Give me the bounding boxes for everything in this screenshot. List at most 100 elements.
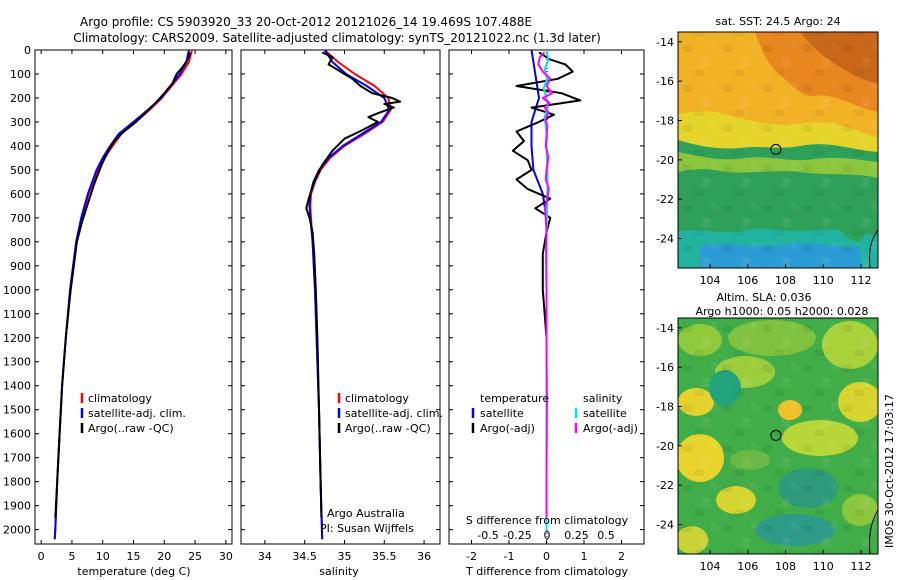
depth-axis: 0 100 200 300 400 500 600 700 800 900 1000 1100 1200… — [3, 44, 232, 537]
sla-heatmap — [678, 318, 878, 554]
imos-watermark: IMOS 30-Oct-2012 17:03:17 — [883, 394, 896, 548]
depth-tick-label: 500 — [10, 164, 31, 177]
depth-tick-label: 1700 — [3, 452, 31, 465]
depth-tick-label: 800 — [10, 236, 31, 249]
map-y-tick-label: -14 — [656, 322, 674, 335]
x-tick-label: 10 — [96, 550, 110, 563]
depth-tick-label: 400 — [10, 140, 31, 153]
legend-title-temperature: temperature — [480, 392, 549, 405]
sla-map-frame — [677, 317, 879, 555]
sst-map-axes: 104 106 108 110 112 -14 -16 -18 -20 -22 -24 — [656, 36, 871, 287]
depth-tick-label: 0 — [24, 44, 31, 57]
x-tick-label: 5 — [68, 550, 75, 563]
depth-tick-label: 1600 — [3, 428, 31, 441]
salinity-series — [305, 50, 402, 540]
map-x-tick-label: 112 — [851, 274, 872, 287]
depth-tick-label: 1300 — [3, 356, 31, 369]
series-temperature-argo-adj- — [511, 51, 582, 518]
legend-label: satellite — [480, 407, 524, 420]
difference-axis: -2 -1 0 1 2 — [466, 50, 625, 563]
depth-tick-label: 2000 — [3, 524, 31, 537]
depth-tick-label: 200 — [10, 92, 31, 105]
x-tick-label: 34 — [258, 550, 272, 563]
legend-label: satellite-adj. clim. — [88, 407, 186, 420]
header-line2: Climatology: CARS2009. Satellite-adjuste… — [73, 31, 601, 45]
salinity-legend: climatology satellite-adj. clim. Argo(..ra… — [337, 392, 443, 435]
s-tick-label: -0.25 — [503, 529, 531, 542]
depth-tick-label: 1100 — [3, 308, 31, 321]
x-tick-label: 1 — [581, 550, 588, 563]
sst-heatmap — [678, 32, 878, 268]
difference-series — [511, 50, 582, 530]
salinity-panel: 34 34.5 35 35.5 36 climatology satellite-adj.… — [240, 49, 443, 578]
sla-map-axes: 104 106 108 110 112 -14 -16 -18 -20 -22 -24 — [656, 322, 871, 573]
depth-tick-label: 1800 — [3, 476, 31, 489]
pi-annotation: PI: Susan Wijffels — [320, 522, 414, 535]
s-difference-label: S difference from climatology — [466, 514, 629, 527]
x-tick-label: 0 — [38, 550, 45, 563]
x-tick-label: 30 — [219, 550, 233, 563]
x-tick-label: 35.5 — [372, 550, 397, 563]
series-climatology — [53, 50, 193, 540]
series-satellite-adj-clim- — [53, 50, 190, 540]
map-y-tick-label: -24 — [656, 233, 674, 246]
depth-tick-label: 300 — [10, 116, 31, 129]
map-y-tick-label: -22 — [656, 193, 674, 206]
sst-map-panel: sat. SST: 24.5 Argo: 24 104 106 108 110 112 -… — [656, 15, 879, 287]
depth-tick-label: 1200 — [3, 332, 31, 345]
map-y-tick-label: -16 — [656, 361, 674, 374]
map-x-tick-label: 108 — [775, 274, 796, 287]
sst-map-title: sat. SST: 24.5 Argo: 24 — [715, 15, 840, 28]
depth-tick-label: 1400 — [3, 380, 31, 393]
map-x-tick-label: 112 — [851, 560, 872, 573]
map-y-tick-label: -20 — [656, 154, 674, 167]
legend-label: Argo(..raw -QC) — [88, 422, 174, 435]
map-y-tick-label: -18 — [656, 115, 674, 128]
map-x-tick-label: 106 — [737, 274, 758, 287]
header-line1: Argo profile: CS 5903920_33 20-Oct-2012 … — [80, 15, 532, 29]
depth-tick-label: 600 — [10, 188, 31, 201]
difference-panel: -2 -1 0 1 2 temperature salinity satellite Argo… — [448, 49, 645, 578]
salinity-axis: 34 34.5 35 35.5 36 — [258, 50, 431, 563]
sla-map-title-2: Argo h1000: 0.05 h2000: 0.028 — [696, 305, 869, 318]
temperature-series — [53, 50, 193, 540]
sla-map-title-1: Altim. SLA: 0.036 — [716, 291, 811, 304]
depth-tick-label: 1000 — [3, 284, 31, 297]
map-y-tick-label: -20 — [656, 440, 674, 453]
temperature-panel: 0100200300400500600700800900100011001200… — [3, 44, 233, 578]
map-y-tick-label: -22 — [656, 479, 674, 492]
difference-depth-ticks — [449, 49, 644, 531]
s-difference-ticks: -0.5 -0.25 0 0.25 0.5 — [477, 529, 614, 542]
series-argo-raw-qc- — [54, 52, 192, 518]
series-argo-raw-qc- — [305, 51, 402, 518]
s-tick-label: 0.5 — [597, 529, 615, 542]
legend-title-salinity: salinity — [583, 392, 623, 405]
legend-label: Argo(..raw -QC) — [345, 422, 431, 435]
map-y-tick-label: -18 — [656, 401, 674, 414]
depth-tick-label: 1500 — [3, 404, 31, 417]
t-difference-xlabel: T difference from climatology — [465, 565, 628, 578]
x-tick-label: 0 — [543, 550, 550, 563]
legend-label: Argo(-adj) — [583, 422, 638, 435]
salinity-frame — [240, 49, 441, 545]
x-tick-label: 2 — [618, 550, 625, 563]
map-y-tick-label: -14 — [656, 36, 674, 49]
x-tick-label: -2 — [466, 550, 477, 563]
x-tick-label: 15 — [127, 550, 141, 563]
legend-label: satellite-adj. clim. — [345, 407, 443, 420]
x-tick-label: 25 — [188, 550, 202, 563]
depth-tick-label: 900 — [10, 260, 31, 273]
sst-map-frame — [677, 31, 879, 269]
x-tick-label: 36 — [417, 550, 431, 563]
depth-tick-label: 700 — [10, 212, 31, 225]
map-x-tick-label: 106 — [737, 560, 758, 573]
s-tick-label: 0.25 — [564, 529, 589, 542]
x-tick-label: -1 — [504, 550, 515, 563]
map-x-tick-label: 110 — [813, 560, 834, 573]
temperature-legend: climatology satellite-adj. clim. Argo(..ra… — [80, 392, 186, 435]
legend-label: Argo(-adj) — [480, 422, 535, 435]
difference-legend: temperature salinity satellite Argo(-adj) sa… — [471, 392, 638, 435]
map-y-tick-label: -24 — [656, 519, 674, 532]
x-tick-label: 35 — [337, 550, 351, 563]
